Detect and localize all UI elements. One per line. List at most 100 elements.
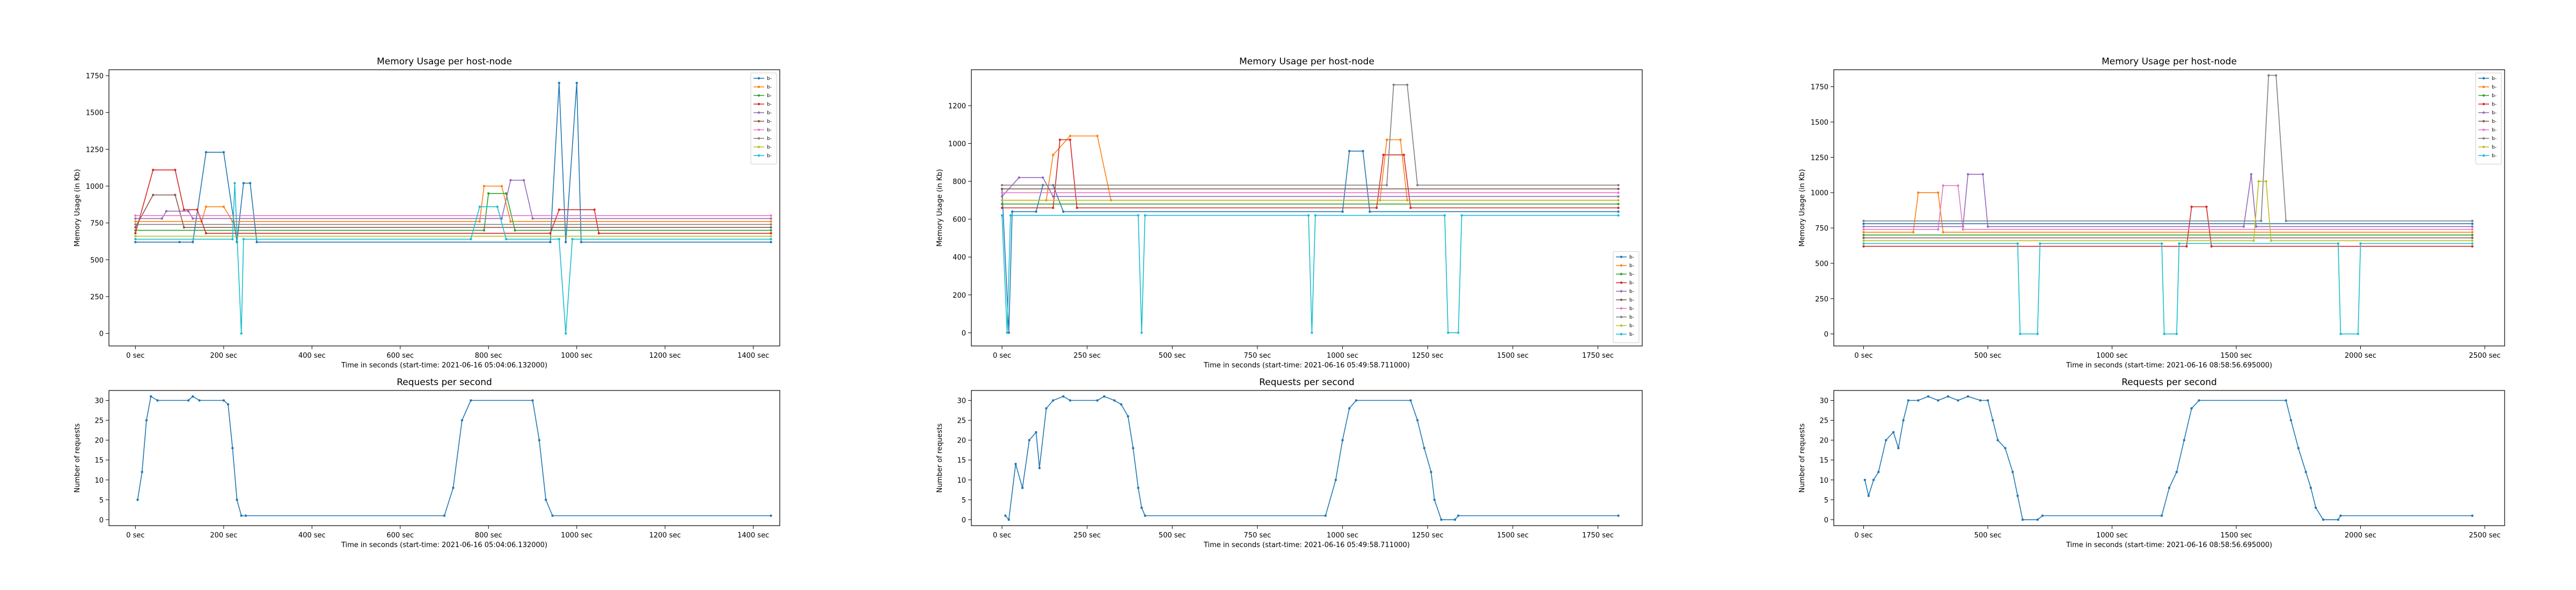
data-point xyxy=(242,182,245,185)
data-point xyxy=(1314,214,1317,217)
legend-label: b- xyxy=(2492,110,2497,116)
data-point xyxy=(770,241,772,244)
data-point xyxy=(178,241,181,244)
data-point xyxy=(1018,176,1021,179)
data-point xyxy=(240,332,243,335)
legend-label: b- xyxy=(1629,332,1634,337)
data-point xyxy=(2016,242,2019,245)
y-tick-label: 25 xyxy=(94,417,104,425)
data-point xyxy=(1368,210,1371,213)
y-tick-label: 1000 xyxy=(1811,189,1828,197)
x-axis-label: Time in seconds (start-time: 2021-06-16 … xyxy=(2066,362,2272,370)
data-point xyxy=(187,399,190,402)
data-point xyxy=(2250,173,2252,176)
y-tick-label: 1500 xyxy=(86,109,104,117)
plot-area xyxy=(971,390,1643,526)
x-tick-label: 1000 sec xyxy=(1327,352,1358,360)
legend-marker xyxy=(1620,255,1623,259)
series-group xyxy=(136,395,772,517)
legend-label: b- xyxy=(767,102,772,107)
legend-label: b- xyxy=(2492,136,2497,142)
data-point xyxy=(240,514,243,517)
y-tick-label: 25 xyxy=(957,417,966,425)
x-tick-label: 400 sec xyxy=(298,352,326,360)
legend-label: b- xyxy=(767,145,772,150)
data-point xyxy=(580,241,583,244)
y-axis-label: Number of requests xyxy=(1798,423,1806,492)
data-point xyxy=(2175,333,2178,335)
data-point xyxy=(1348,150,1351,152)
x-tick-label: 400 sec xyxy=(298,532,326,540)
data-point xyxy=(770,232,772,235)
data-point xyxy=(2297,447,2300,449)
data-point xyxy=(1917,191,1920,194)
y-tick-label: 0 xyxy=(962,329,966,337)
data-point xyxy=(1140,506,1143,509)
chart-panel-2: Requests per second 0 sec 200 sec 400 sec 60… xyxy=(74,377,780,549)
data-point xyxy=(1140,331,1143,334)
data-point xyxy=(1137,486,1140,489)
x-tick-label: 750 sec xyxy=(1244,532,1271,540)
data-point xyxy=(1075,206,1078,209)
data-point xyxy=(1981,173,1984,176)
x-tick-label: 1000 sec xyxy=(561,352,592,360)
data-point xyxy=(1902,419,1905,422)
data-point xyxy=(231,447,234,449)
y-tick-label: 1250 xyxy=(1811,154,1828,162)
data-point xyxy=(1007,518,1010,521)
data-point xyxy=(1617,183,1620,187)
data-point xyxy=(1000,214,1004,217)
data-point xyxy=(1877,470,1880,474)
x-tick-label: 500 sec xyxy=(1159,532,1186,540)
data-point xyxy=(597,232,601,235)
data-point xyxy=(165,210,168,212)
legend-label: b- xyxy=(2492,153,2497,159)
data-point xyxy=(1042,176,1044,179)
data-point xyxy=(1430,470,1432,474)
data-point xyxy=(1862,242,1865,245)
data-point xyxy=(1617,514,1620,517)
legend-label: b- xyxy=(2492,145,2497,150)
series-line-3 xyxy=(135,193,771,231)
x-tick-label: 0 sec xyxy=(993,352,1011,360)
series-group xyxy=(1000,84,1620,334)
data-point xyxy=(1862,225,1865,228)
legend-label: b- xyxy=(2492,93,2497,99)
data-point xyxy=(514,229,516,232)
legend-marker xyxy=(1620,298,1623,301)
legend-marker xyxy=(2482,85,2485,88)
data-point xyxy=(174,194,177,196)
plot-area xyxy=(108,390,780,526)
data-point xyxy=(1355,399,1358,402)
data-point xyxy=(198,399,201,402)
data-point xyxy=(1862,222,1865,225)
data-point xyxy=(2322,518,2325,521)
series-line-9 xyxy=(1863,181,2472,241)
series-line-5 xyxy=(1863,174,2472,227)
data-point xyxy=(2471,222,2474,225)
data-point xyxy=(1617,210,1620,213)
legend-marker xyxy=(2482,154,2485,157)
data-point xyxy=(1966,173,1970,176)
data-point xyxy=(1862,237,1865,239)
y-tick-label: 1000 xyxy=(948,141,966,149)
series-line-1 xyxy=(137,395,771,517)
legend-label: b- xyxy=(767,128,772,133)
data-point xyxy=(156,399,159,402)
data-point xyxy=(1324,514,1327,517)
x-tick-label: 2000 sec xyxy=(2345,352,2376,360)
x-tick-label: 250 sec xyxy=(1073,532,1101,540)
data-point xyxy=(1113,399,1116,402)
data-point xyxy=(145,419,148,422)
data-point xyxy=(770,217,772,220)
y-tick-label: 1250 xyxy=(86,146,104,154)
data-point xyxy=(564,332,567,335)
series-line-5 xyxy=(135,180,771,219)
data-point xyxy=(504,192,508,195)
data-point xyxy=(2016,495,2019,497)
series-line-4 xyxy=(1863,206,2472,247)
series-line-10 xyxy=(135,183,771,334)
data-point xyxy=(1409,399,1412,402)
data-point xyxy=(1000,183,1004,187)
legend-marker xyxy=(2482,94,2485,97)
